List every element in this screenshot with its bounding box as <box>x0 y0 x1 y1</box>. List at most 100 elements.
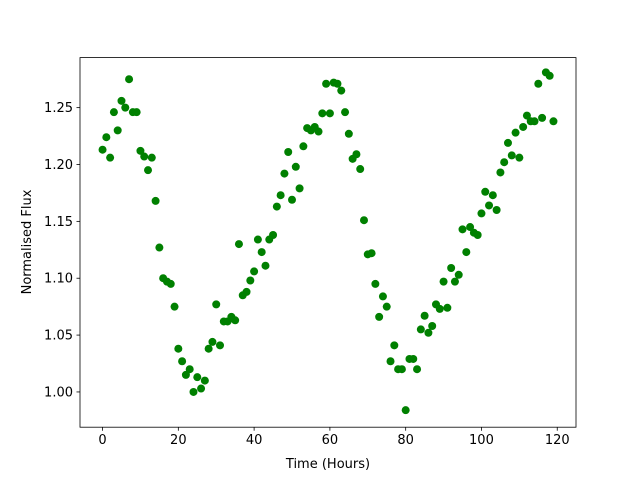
point <box>530 117 539 126</box>
point <box>132 108 141 117</box>
point <box>140 152 149 161</box>
y-tick-label: 1.00 <box>44 385 73 400</box>
plot-frame <box>79 57 577 428</box>
point <box>250 267 259 276</box>
point <box>288 195 297 204</box>
point <box>147 153 156 162</box>
point <box>397 365 406 374</box>
point <box>253 235 262 244</box>
point <box>447 263 456 272</box>
point <box>291 162 300 171</box>
point <box>386 357 395 366</box>
point <box>276 191 285 200</box>
point <box>185 365 194 374</box>
point <box>477 209 486 218</box>
point <box>208 337 217 346</box>
point <box>356 165 365 174</box>
point <box>534 79 543 88</box>
point <box>280 169 289 178</box>
x-tick-label: 40 <box>246 433 263 448</box>
point <box>333 79 342 88</box>
point <box>125 75 134 84</box>
point <box>174 344 183 353</box>
point <box>113 126 122 135</box>
point <box>375 312 384 321</box>
point <box>424 328 433 337</box>
point <box>492 205 501 214</box>
point <box>314 127 323 136</box>
x-tick-label: 80 <box>397 433 414 448</box>
point <box>371 279 380 288</box>
point <box>272 202 281 211</box>
point <box>325 109 334 118</box>
point <box>166 279 175 288</box>
point <box>295 184 304 193</box>
point <box>359 216 368 225</box>
point <box>409 354 418 363</box>
point <box>401 406 410 415</box>
x-tick-label: 120 <box>545 433 570 448</box>
point <box>189 387 198 396</box>
point <box>488 191 497 200</box>
point <box>454 270 463 279</box>
x-tick-label: 100 <box>469 433 494 448</box>
point <box>367 249 376 258</box>
point <box>144 166 153 175</box>
point <box>178 357 187 366</box>
point <box>193 373 202 382</box>
point <box>216 341 225 350</box>
point <box>545 71 554 80</box>
point <box>109 108 118 117</box>
point <box>503 138 512 147</box>
point <box>242 287 251 296</box>
point <box>269 231 278 240</box>
point <box>231 316 240 325</box>
point <box>538 113 547 122</box>
point <box>473 231 482 240</box>
point <box>341 108 350 117</box>
point <box>204 344 213 353</box>
point <box>261 261 270 270</box>
point <box>170 302 179 311</box>
point <box>390 341 399 350</box>
point <box>515 153 524 162</box>
point <box>155 243 164 252</box>
y-axis-label: Normalised Flux <box>20 189 35 294</box>
point <box>344 129 353 138</box>
y-tick-label: 1.25 <box>44 101 73 116</box>
point <box>428 321 437 330</box>
point <box>413 365 422 374</box>
y-tick-label: 1.05 <box>44 329 73 344</box>
point <box>121 103 130 112</box>
point <box>450 277 459 286</box>
y-tick-label: 1.10 <box>44 272 73 287</box>
point <box>299 142 308 151</box>
point <box>462 248 471 257</box>
point <box>435 304 444 313</box>
point <box>284 147 293 156</box>
point <box>151 196 160 205</box>
point <box>519 122 528 131</box>
point <box>98 145 107 154</box>
point <box>500 158 509 167</box>
x-tick-label: 0 <box>98 433 106 448</box>
point <box>102 133 111 142</box>
point <box>466 223 475 232</box>
point <box>420 311 429 320</box>
point <box>212 300 221 309</box>
point <box>136 146 145 155</box>
point <box>257 248 266 257</box>
point <box>246 276 255 285</box>
point <box>458 225 467 234</box>
point <box>485 201 494 210</box>
y-tick-label: 1.15 <box>44 215 73 230</box>
point <box>382 302 391 311</box>
point <box>200 376 209 385</box>
point <box>117 96 126 105</box>
point <box>443 303 452 312</box>
point <box>197 384 206 393</box>
y-tick-label: 1.20 <box>44 158 73 173</box>
point <box>416 325 425 334</box>
